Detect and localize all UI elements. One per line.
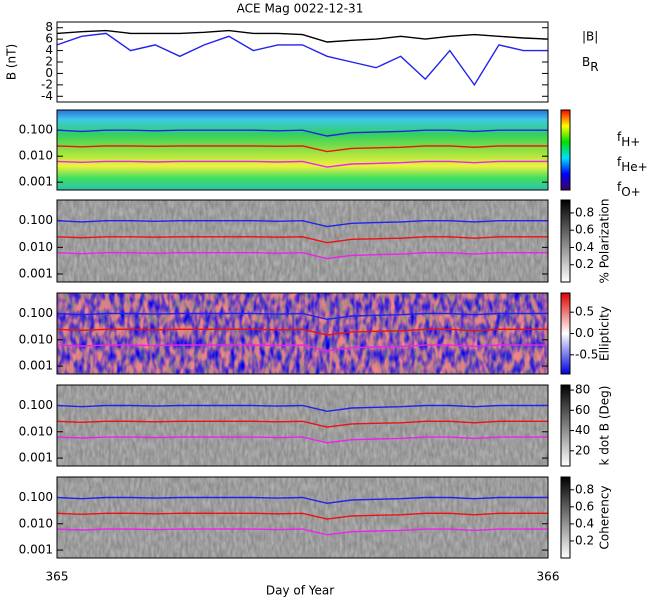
y-tick-label: 0.010 xyxy=(19,516,53,530)
y-tick-label: 6 xyxy=(45,32,53,46)
colorbar-tick-label: -0.5 xyxy=(575,347,598,361)
colorbar-tick-label: 80 xyxy=(575,383,590,397)
x-tick-label: 365 xyxy=(46,570,69,584)
series-line xyxy=(56,404,548,413)
colorbar-label: k dot B (Deg) xyxy=(598,386,612,466)
colorbar xyxy=(560,384,571,467)
series-line xyxy=(56,312,548,321)
y-tick-label: 0.001 xyxy=(19,359,53,373)
colorbar-tick-label: 20 xyxy=(575,443,590,457)
series-line xyxy=(56,344,548,352)
y-tick-label: 4 xyxy=(45,43,53,57)
series-line xyxy=(56,236,548,244)
colorbar-tick-label: 60 xyxy=(575,403,590,417)
colorbar xyxy=(560,292,571,375)
plot-frame xyxy=(56,476,549,559)
colorbar-tick-label: 0.5 xyxy=(575,305,594,319)
colorbar-tick-label: 0.8 xyxy=(575,482,594,496)
series-line xyxy=(56,496,548,505)
spectrogram-texture xyxy=(57,293,548,374)
legend-entry: fH+ xyxy=(617,130,640,149)
x-axis-label: Day of Year xyxy=(266,584,334,598)
y-tick-label: 0.001 xyxy=(19,175,53,189)
series-line xyxy=(56,129,548,137)
y-tick-label: 0.010 xyxy=(19,332,53,346)
y-tick-label: 0.010 xyxy=(19,240,53,254)
plot-frame xyxy=(56,199,549,283)
colorbar-tick-label: 0.0 xyxy=(575,326,594,340)
series-line xyxy=(56,436,548,444)
spectrogram xyxy=(57,110,548,190)
colorbar-tick-label: 0.2 xyxy=(575,533,594,547)
colorbar-tick-label: 0.2 xyxy=(575,257,594,271)
colorbar-label: % Polarization xyxy=(598,199,612,284)
spectrogram-texture xyxy=(57,477,548,558)
plot-frame xyxy=(56,21,549,103)
spectrogram-texture xyxy=(57,200,548,282)
y-tick-label: 0.100 xyxy=(19,123,53,137)
y-tick-label: -4 xyxy=(41,89,53,103)
y-tick-label: 0.100 xyxy=(19,213,53,227)
legend-entry: fHe+ xyxy=(617,155,648,174)
series-line xyxy=(56,29,549,43)
series-line xyxy=(56,420,548,428)
series-line xyxy=(56,328,548,336)
series-line xyxy=(56,32,548,87)
x-tick-label: 366 xyxy=(537,570,560,584)
colorbar xyxy=(560,109,571,191)
legend-entry: fO+ xyxy=(617,180,641,199)
colorbar-tick-label: 40 xyxy=(575,423,590,437)
series-line xyxy=(56,251,548,260)
legend-entry: BR xyxy=(582,55,599,74)
colorbar-tick-label: 0.6 xyxy=(575,223,594,237)
colorbar xyxy=(560,476,571,559)
colorbar-tick-label: 0.6 xyxy=(575,499,594,513)
chart-title: ACE Mag 0022-12-31 xyxy=(237,2,364,16)
y-tick-label: 0 xyxy=(45,66,53,80)
series-line xyxy=(56,160,548,168)
colorbar-tick-label: 0.4 xyxy=(575,240,594,254)
colorbar-label: Coherency xyxy=(598,485,612,549)
colorbar xyxy=(560,199,571,283)
y-tick-label: 0.100 xyxy=(19,490,53,504)
colorbar-tick-label: 0.4 xyxy=(575,516,594,530)
y-tick-label: 2 xyxy=(45,55,53,69)
series-line xyxy=(56,219,548,228)
y-tick-label: -2 xyxy=(41,77,53,91)
spectrogram-texture xyxy=(57,385,548,466)
series-line xyxy=(56,145,548,153)
y-tick-label: 0.001 xyxy=(19,266,53,280)
y-tick-label: 0.010 xyxy=(19,149,53,163)
y-tick-label: 8 xyxy=(45,20,53,34)
colorbar-tick-label: 0.8 xyxy=(575,205,594,219)
y-tick-label: 0.001 xyxy=(19,543,53,557)
series-line xyxy=(56,528,548,536)
plot-frame xyxy=(56,384,549,467)
legend-entry: |B| xyxy=(582,30,598,44)
y-axis-label: B (nT) xyxy=(5,44,19,80)
y-tick-label: 0.010 xyxy=(19,424,53,438)
y-tick-label: 0.100 xyxy=(19,398,53,412)
series-line xyxy=(56,512,548,520)
y-tick-label: 0.001 xyxy=(19,451,53,465)
plot-frame xyxy=(56,292,549,375)
plot-frame xyxy=(56,109,549,191)
y-tick-label: 0.100 xyxy=(19,306,53,320)
colorbar-label: Ellipticity xyxy=(598,306,612,361)
